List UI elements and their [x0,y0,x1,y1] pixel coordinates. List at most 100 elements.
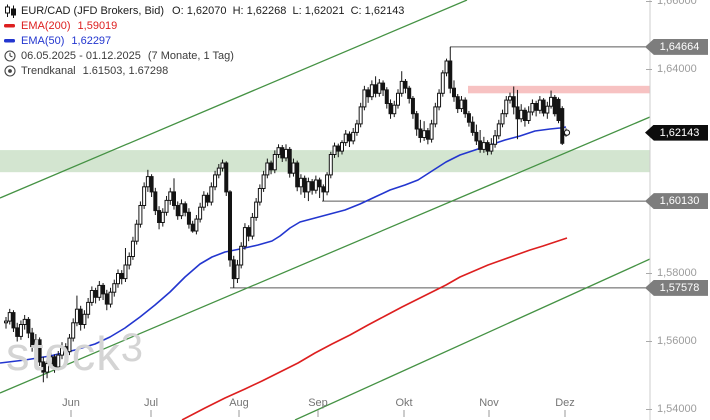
candle-body [145,176,150,188]
candle-body [220,162,225,169]
candle-body [395,92,400,106]
candlestick-chart-icon [4,4,21,18]
candle-body [89,290,94,303]
ema50-color-dash-icon [4,38,21,43]
candle-body [537,99,542,111]
candle-body [67,337,72,353]
candle-body [280,147,285,159]
trendkanal-label: Trendkanal [21,64,76,77]
candle-body [41,361,46,373]
candle-body [7,312,12,322]
candle-body [414,113,419,130]
candle-body [343,133,348,144]
channel-lower[interactable] [0,116,651,394]
candle-body [511,96,516,108]
candle-body [291,162,296,174]
legend-ema200-row[interactable]: EMA(200) 1,59019 [4,18,404,33]
candle-body [399,80,404,94]
candle-body [478,140,483,150]
candle-body [451,87,456,98]
candle-body [556,98,561,121]
candle-body [63,346,68,353]
candle-body [15,327,20,337]
candle-body [209,186,214,203]
channel-upper[interactable] [0,0,468,199]
candle-body [392,104,397,115]
candle-body [59,346,64,356]
candle-body [485,142,490,152]
candle-body [302,177,307,193]
candle-body [283,148,288,159]
candle-body [78,308,83,326]
candle-body [186,211,191,225]
candle-body [313,179,318,191]
candle-body [227,191,232,261]
candle-body [119,273,124,280]
candle-body [93,290,98,298]
candle-body [30,332,35,348]
candle-body [257,188,262,203]
candle-body [160,211,165,224]
candle-body [381,82,386,91]
legend-ema50-row[interactable]: EMA(50) 1,62297 [4,33,404,48]
candle-body [26,318,31,334]
candle-body [269,162,274,171]
candle-body [134,223,139,242]
ema200-label: EMA(200) [21,19,71,32]
candle-body [481,142,486,150]
candle-body [164,199,169,213]
candle-body [384,89,389,105]
candle-body [175,205,180,217]
symbol-name: EUR/CAD (JFD Brokers, Bid) [21,4,165,17]
candle-body [504,99,509,115]
candle-body [448,60,453,89]
candle-body [388,103,393,115]
candle-body [231,259,236,280]
candles-layer[interactable] [4,46,568,383]
candle-body [429,123,434,140]
candle-body [22,318,27,325]
candle-body [496,123,501,137]
candle-body [463,99,468,115]
candle-body [459,99,464,110]
candle-body [104,293,109,305]
candle-body [336,145,341,152]
candle-body [149,176,154,193]
stock3-watermark: stock3 [6,326,144,380]
candle-body [489,143,494,152]
candle-body [127,256,132,266]
candle-body [541,99,546,114]
legend-symbol-row: EUR/CAD (JFD Brokers, Bid) O: 1,62070 H: … [4,3,404,18]
candle-body [194,218,199,232]
candle-body [433,106,438,125]
legend-daterange-row: 06.05.2025 - 01.12.2025 (7 Monate, 1 Tag… [4,48,404,63]
legend-trendkanal-row[interactable]: Trendkanal 1.61503, 1.67298 [4,63,404,78]
candle-body [97,284,102,298]
channel-outer[interactable] [294,258,651,420]
candle-body [295,162,300,188]
candle-body [224,162,229,193]
date-range: 06.05.2025 - 01.12.2025 [21,49,141,62]
candle-body [369,84,374,98]
candle-body [373,84,378,94]
candle-body [198,206,203,220]
candle-body [101,284,106,295]
clock-icon [4,49,21,62]
candle-body [11,312,16,329]
candle-body [82,313,87,325]
candle-body [466,113,471,123]
candle-body [407,87,412,99]
candle-body [112,283,117,293]
candle-body [500,113,505,125]
candle-body [403,80,408,89]
ema200-line[interactable] [181,237,568,420]
candle-body [530,103,535,113]
candle-body [130,240,135,257]
candle-body [347,133,352,142]
candle-body [272,154,277,171]
candle-body [242,227,247,247]
candle-body [549,96,554,107]
candle-body [56,354,61,368]
candle-body [183,203,188,213]
